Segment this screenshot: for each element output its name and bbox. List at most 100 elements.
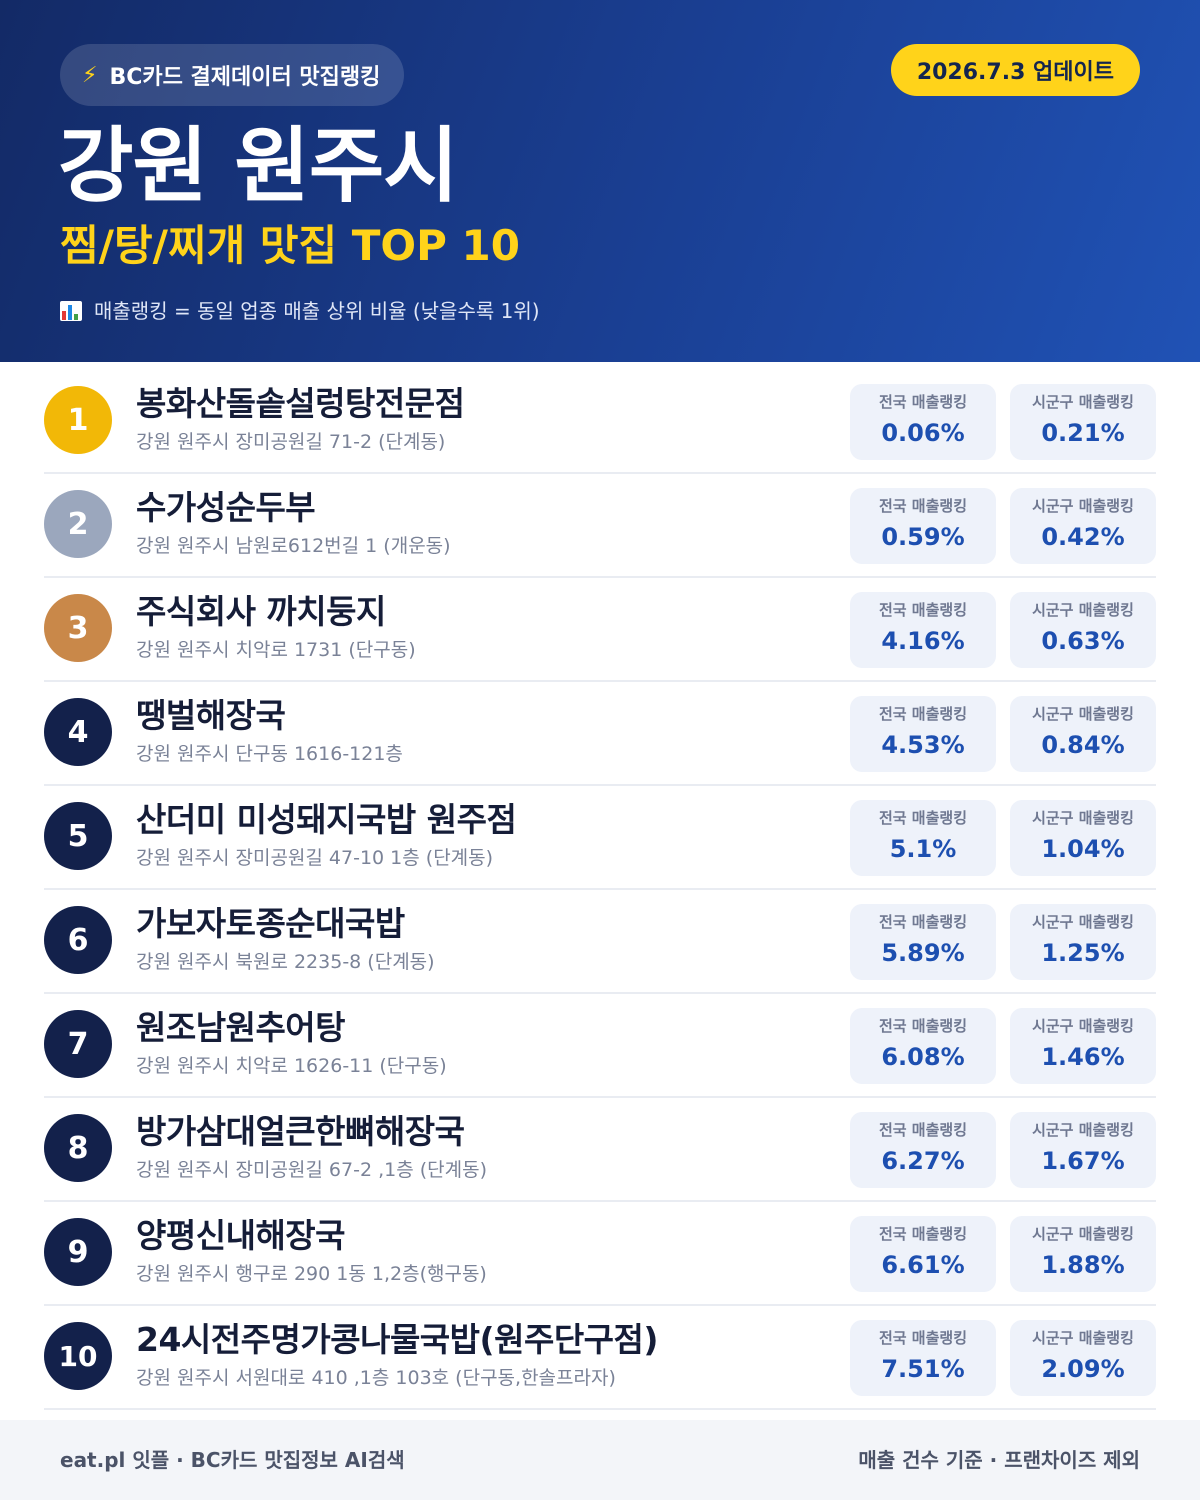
restaurant-address: 강원 원주시 북원로 2235-8 (단계동)	[136, 951, 435, 973]
local-ranking-label: 시군구 매출랭킹	[1032, 393, 1134, 411]
category-title: 찜/탕/찌개 맛집 TOP 10	[60, 221, 520, 270]
national-ranking-label: 전국 매출랭킹	[878, 705, 968, 723]
local-ranking-value: 0.21%	[1041, 419, 1125, 447]
national-ranking-card: 전국 매출랭킹 7.51%	[850, 1320, 996, 1396]
restaurant-name: 양평신내해장국	[136, 1216, 346, 1255]
local-ranking-card: 시군구 매출랭킹 0.63%	[1010, 592, 1156, 668]
local-ranking-label: 시군구 매출랭킹	[1032, 1121, 1134, 1139]
restaurant-address: 강원 원주시 서원대로 410 ,1층 103호 (단구동,한솔프라자)	[136, 1367, 616, 1389]
rank-badge: 8	[44, 1114, 112, 1182]
ranking-note-text: 매출랭킹 = 동일 업종 매출 상위 비율 (낮을수록 1위)	[94, 299, 540, 323]
bar-chart-icon	[60, 301, 82, 321]
local-ranking-card: 시군구 매출랭킹 1.88%	[1010, 1216, 1156, 1292]
national-ranking-card: 전국 매출랭킹 6.27%	[850, 1112, 996, 1188]
region-title: 강원 원주시	[58, 119, 459, 214]
restaurant-address: 강원 원주시 치악로 1731 (단구동)	[136, 639, 416, 661]
local-ranking-card: 시군구 매출랭킹 2.09%	[1010, 1320, 1156, 1396]
national-ranking-label: 전국 매출랭킹	[878, 809, 968, 827]
restaurant-row[interactable]: 8 방가삼대얼큰한뼈해장국 강원 원주시 장미공원길 67-2 ,1층 (단계동) 전…	[44, 1098, 1156, 1202]
local-ranking-value: 1.04%	[1041, 835, 1125, 863]
restaurant-name: 방가삼대얼큰한뼈해장국	[136, 1112, 465, 1151]
national-ranking-card: 전국 매출랭킹 4.16%	[850, 592, 996, 668]
national-ranking-card: 전국 매출랭킹 0.59%	[850, 488, 996, 564]
national-ranking-label: 전국 매출랭킹	[878, 1225, 968, 1243]
national-ranking-label: 전국 매출랭킹	[878, 913, 968, 931]
rank-badge: 5	[44, 802, 112, 870]
local-ranking-value: 0.84%	[1041, 731, 1125, 759]
restaurant-address: 강원 원주시 장미공원길 71-2 (단계동)	[136, 431, 446, 453]
national-ranking-card: 전국 매출랭킹 5.1%	[850, 800, 996, 876]
national-ranking-card: 전국 매출랭킹 6.61%	[850, 1216, 996, 1292]
local-ranking-label: 시군구 매출랭킹	[1032, 913, 1134, 931]
source-label: BC카드 결제데이터 맛집랭킹	[109, 65, 381, 90]
update-date-badge: 2026.7.3 업데이트	[890, 44, 1140, 96]
restaurant-row[interactable]: 10 24시전주명가콩나물국밥(원주단구점) 강원 원주시 서원대로 410 ,1층…	[44, 1306, 1156, 1410]
restaurant-row[interactable]: 1 봉화산돌솥설렁탕전문점 강원 원주시 장미공원길 71-2 (단계동) 전국 매출…	[44, 370, 1156, 474]
rank-badge: 9	[44, 1218, 112, 1286]
national-ranking-value: 6.27%	[881, 1147, 965, 1175]
footer: eat.pl 잇플 · BC카드 맛집정보 AI검색 매출 건수 기준 · 프랜…	[0, 1420, 1200, 1500]
restaurant-row[interactable]: 9 양평신내해장국 강원 원주시 행구로 290 1동 1,2층(행구동) 전국 매출…	[44, 1202, 1156, 1306]
national-ranking-label: 전국 매출랭킹	[878, 393, 968, 411]
local-ranking-label: 시군구 매출랭킹	[1032, 1225, 1134, 1243]
national-ranking-card: 전국 매출랭킹 5.89%	[850, 904, 996, 980]
restaurant-address: 강원 원주시 장미공원길 47-10 1층 (단계동)	[136, 847, 494, 869]
local-ranking-value: 1.46%	[1041, 1043, 1125, 1071]
restaurant-name: 24시전주명가콩나물국밥(원주단구점)	[136, 1320, 659, 1359]
national-ranking-label: 전국 매출랭킹	[878, 1017, 968, 1035]
national-ranking-label: 전국 매출랭킹	[878, 1329, 968, 1347]
footer-source: eat.pl 잇플 · BC카드 맛집정보 AI검색	[60, 1448, 405, 1472]
local-ranking-card: 시군구 매출랭킹 1.67%	[1010, 1112, 1156, 1188]
national-ranking-card: 전국 매출랭킹 0.06%	[850, 384, 996, 460]
national-ranking-value: 6.61%	[881, 1251, 965, 1279]
header-banner: ⚡ BC카드 결제데이터 맛집랭킹 2026.7.3 업데이트 강원 원주시 찜…	[0, 0, 1200, 362]
restaurant-list: 1 봉화산돌솥설렁탕전문점 강원 원주시 장미공원길 71-2 (단계동) 전국 매출…	[44, 370, 1156, 1410]
restaurant-address: 강원 원주시 단구동 1616-121층	[136, 743, 403, 765]
local-ranking-label: 시군구 매출랭킹	[1032, 1329, 1134, 1347]
restaurant-name: 수가성순두부	[136, 488, 316, 527]
local-ranking-card: 시군구 매출랭킹 0.84%	[1010, 696, 1156, 772]
rank-badge: 1	[44, 386, 112, 454]
local-ranking-value: 1.67%	[1041, 1147, 1125, 1175]
restaurant-address: 강원 원주시 남원로612번길 1 (개운동)	[136, 535, 451, 557]
local-ranking-value: 0.42%	[1041, 523, 1125, 551]
restaurant-name: 주식회사 까치둥지	[136, 592, 386, 631]
local-ranking-value: 1.25%	[1041, 939, 1125, 967]
ranking-note: 매출랭킹 = 동일 업종 매출 상위 비율 (낮을수록 1위)	[60, 294, 540, 328]
national-ranking-label: 전국 매출랭킹	[878, 601, 968, 619]
rank-badge: 2	[44, 490, 112, 558]
rank-badge: 10	[44, 1322, 112, 1390]
local-ranking-card: 시군구 매출랭킹 1.25%	[1010, 904, 1156, 980]
national-ranking-label: 전국 매출랭킹	[878, 497, 968, 515]
rank-badge: 3	[44, 594, 112, 662]
local-ranking-label: 시군구 매출랭킹	[1032, 809, 1134, 827]
local-ranking-card: 시군구 매출랭킹 1.04%	[1010, 800, 1156, 876]
local-ranking-value: 2.09%	[1041, 1355, 1125, 1383]
footer-criteria: 매출 건수 기준 · 프랜차이즈 제외	[858, 1448, 1140, 1472]
national-ranking-card: 전국 매출랭킹 4.53%	[850, 696, 996, 772]
local-ranking-label: 시군구 매출랭킹	[1032, 705, 1134, 723]
national-ranking-value: 4.16%	[881, 627, 965, 655]
national-ranking-value: 0.59%	[881, 523, 965, 551]
national-ranking-value: 0.06%	[881, 419, 965, 447]
local-ranking-value: 1.88%	[1041, 1251, 1125, 1279]
restaurant-name: 가보자토종순대국밥	[136, 904, 405, 943]
national-ranking-value: 7.51%	[881, 1355, 965, 1383]
rank-badge: 7	[44, 1010, 112, 1078]
restaurant-row[interactable]: 4 땡벌해장국 강원 원주시 단구동 1616-121층 전국 매출랭킹 4.53% 시군…	[44, 682, 1156, 786]
source-badge: ⚡ BC카드 결제데이터 맛집랭킹	[60, 44, 405, 106]
local-ranking-label: 시군구 매출랭킹	[1032, 497, 1134, 515]
national-ranking-card: 전국 매출랭킹 6.08%	[850, 1008, 996, 1084]
restaurant-name: 땡벌해장국	[136, 696, 286, 735]
national-ranking-value: 6.08%	[881, 1043, 965, 1071]
national-ranking-label: 전국 매출랭킹	[878, 1121, 968, 1139]
local-ranking-card: 시군구 매출랭킹 0.42%	[1010, 488, 1156, 564]
local-ranking-card: 시군구 매출랭킹 1.46%	[1010, 1008, 1156, 1084]
restaurant-row[interactable]: 7 원조남원추어탕 강원 원주시 치악로 1626-11 (단구동) 전국 매출랭킹 6…	[44, 994, 1156, 1098]
rank-badge: 6	[44, 906, 112, 974]
restaurant-name: 산더미 미성돼지국밥 원주점	[136, 800, 517, 839]
